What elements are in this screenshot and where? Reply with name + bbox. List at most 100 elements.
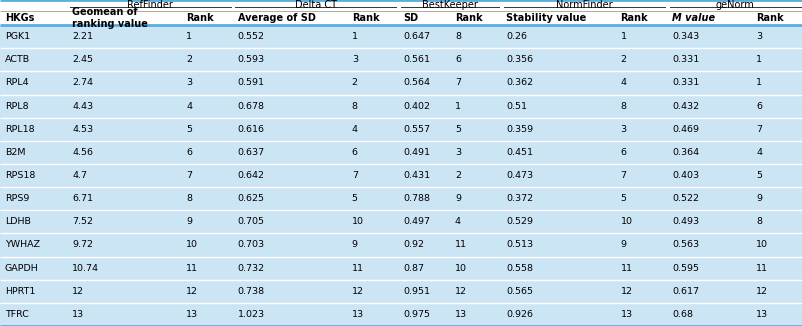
Text: 12: 12: [186, 287, 198, 296]
Text: 0.529: 0.529: [506, 217, 533, 226]
Text: M value: M value: [671, 13, 715, 23]
Text: 0.705: 0.705: [237, 217, 265, 226]
Text: 0.788: 0.788: [403, 194, 430, 203]
Text: 6: 6: [755, 102, 761, 111]
Text: 0.491: 0.491: [403, 148, 430, 157]
Text: Delta CT: Delta CT: [294, 0, 336, 10]
Text: 4: 4: [454, 217, 460, 226]
Text: geNorm: geNorm: [715, 0, 754, 10]
Text: 11: 11: [186, 264, 198, 273]
Text: 0.926: 0.926: [506, 310, 533, 319]
Text: 0.591: 0.591: [237, 79, 265, 87]
Text: RPS9: RPS9: [5, 194, 29, 203]
Text: 0.432: 0.432: [671, 102, 699, 111]
Text: 8: 8: [186, 194, 192, 203]
Text: 6: 6: [454, 55, 460, 64]
Bar: [0, 187, 802, 210]
Text: 0.732: 0.732: [237, 264, 265, 273]
Text: Geomean of
ranking value: Geomean of ranking value: [72, 7, 148, 29]
Text: 0.51: 0.51: [506, 102, 527, 111]
Text: 13: 13: [454, 310, 467, 319]
Text: 2.21: 2.21: [72, 32, 93, 41]
Text: 8: 8: [454, 32, 460, 41]
Text: 2.45: 2.45: [72, 55, 93, 64]
Text: 0.497: 0.497: [403, 217, 430, 226]
Text: BestKeeper: BestKeeper: [422, 0, 477, 10]
Text: 3: 3: [351, 55, 358, 64]
Text: 1.023: 1.023: [237, 310, 265, 319]
Text: 0.617: 0.617: [671, 287, 698, 296]
Text: 10: 10: [620, 217, 632, 226]
Text: 4.7: 4.7: [72, 171, 87, 180]
Text: 1: 1: [620, 32, 626, 41]
Text: 12: 12: [72, 287, 84, 296]
Text: 0.565: 0.565: [506, 287, 533, 296]
Text: 12: 12: [620, 287, 632, 296]
Text: PGK1: PGK1: [5, 32, 30, 41]
Text: GAPDH: GAPDH: [5, 264, 38, 273]
Text: 7: 7: [755, 125, 761, 134]
Text: 0.359: 0.359: [506, 125, 533, 134]
Text: 0.564: 0.564: [403, 79, 430, 87]
Text: RPL4: RPL4: [5, 79, 28, 87]
Text: 1: 1: [755, 79, 761, 87]
Text: 7: 7: [351, 171, 358, 180]
Text: Rank: Rank: [755, 13, 783, 23]
Text: 0.625: 0.625: [237, 194, 265, 203]
Text: Rank: Rank: [351, 13, 379, 23]
Text: 0.493: 0.493: [671, 217, 699, 226]
Text: Rank: Rank: [454, 13, 482, 23]
Text: 9: 9: [454, 194, 460, 203]
Bar: [0, 210, 802, 233]
Text: 10: 10: [755, 241, 768, 249]
Text: Rank: Rank: [186, 13, 213, 23]
Text: 0.975: 0.975: [403, 310, 430, 319]
Bar: [0, 25, 802, 48]
Bar: [0, 303, 802, 326]
Text: 0.552: 0.552: [237, 32, 265, 41]
Bar: [0, 164, 802, 187]
Text: 2.74: 2.74: [72, 79, 93, 87]
Text: 6: 6: [186, 148, 192, 157]
Text: 0.563: 0.563: [671, 241, 699, 249]
Text: RPL8: RPL8: [5, 102, 28, 111]
Text: 5: 5: [755, 171, 761, 180]
Bar: [0, 280, 802, 303]
Text: 0.331: 0.331: [671, 79, 699, 87]
Text: 4.43: 4.43: [72, 102, 93, 111]
Bar: [0, 233, 802, 257]
Text: 10: 10: [186, 241, 198, 249]
Text: 5: 5: [454, 125, 460, 134]
Text: 2: 2: [620, 55, 626, 64]
Bar: [0, 257, 802, 280]
Text: 3: 3: [620, 125, 626, 134]
Text: 13: 13: [620, 310, 632, 319]
Text: 0.26: 0.26: [506, 32, 527, 41]
Text: 12: 12: [454, 287, 466, 296]
Text: 0.87: 0.87: [403, 264, 423, 273]
Text: 9: 9: [186, 217, 192, 226]
Text: 13: 13: [72, 310, 84, 319]
Text: 4: 4: [755, 148, 761, 157]
Text: 11: 11: [351, 264, 363, 273]
Text: 0.92: 0.92: [403, 241, 423, 249]
Text: RPS18: RPS18: [5, 171, 35, 180]
Text: 0.561: 0.561: [403, 55, 430, 64]
Text: 0.593: 0.593: [237, 55, 265, 64]
Text: 0.637: 0.637: [237, 148, 265, 157]
Text: YWHAZ: YWHAZ: [5, 241, 40, 249]
Text: 1: 1: [454, 102, 460, 111]
Text: Average of SD: Average of SD: [237, 13, 315, 23]
Text: 13: 13: [186, 310, 198, 319]
Text: 0.431: 0.431: [403, 171, 430, 180]
Text: 0.595: 0.595: [671, 264, 698, 273]
Text: LDHB: LDHB: [5, 217, 30, 226]
Text: 9.72: 9.72: [72, 241, 93, 249]
Text: ACTB: ACTB: [5, 55, 30, 64]
Text: 2: 2: [454, 171, 460, 180]
Text: 8: 8: [755, 217, 761, 226]
Text: 1: 1: [351, 32, 358, 41]
Text: 3: 3: [186, 79, 192, 87]
Text: 6: 6: [620, 148, 626, 157]
Text: 9: 9: [620, 241, 626, 249]
